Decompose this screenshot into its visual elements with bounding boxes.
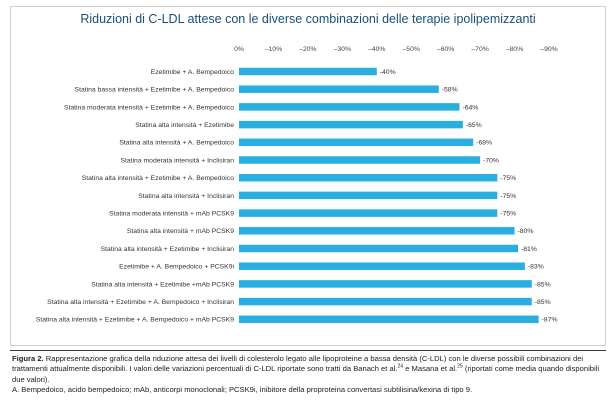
data-label: -87%	[542, 317, 558, 324]
data-label: -83%	[528, 264, 544, 271]
category-label: Ezetimibe + A. Bempedoico	[151, 69, 235, 76]
caption-ref-1: 24	[397, 363, 404, 370]
data-label: -40%	[380, 69, 396, 76]
figure-frame	[10, 6, 606, 346]
category-label: Statina bassa intensità + Ezetimibe + A.…	[75, 87, 235, 94]
x-tick-label: –40%	[368, 46, 385, 53]
bar	[239, 297, 532, 306]
bar	[239, 315, 539, 324]
caption-divider	[10, 350, 606, 351]
bar	[239, 138, 474, 147]
category-label: Statina moderata intensità + Inclisiran	[120, 157, 234, 164]
category-label: Statina alta intensità + mAb PCSK9	[127, 228, 234, 235]
bar	[239, 173, 498, 182]
category-label: Statina alta intensità + Ezetimibe +mAb …	[91, 281, 234, 288]
bar	[239, 67, 377, 76]
caption-lead: Figura 2.	[12, 354, 44, 363]
data-label: -64%	[462, 104, 478, 111]
data-label: -75%	[500, 211, 516, 218]
bar	[239, 191, 498, 200]
category-label: Statina alta intensità + Ezetimibe + A. …	[36, 317, 234, 324]
data-label: -85%	[535, 281, 551, 288]
category-label: Statina alta intensità + A. Bempedoico	[119, 140, 234, 147]
data-label: -85%	[535, 299, 551, 306]
x-tick-label: –10%	[265, 46, 282, 53]
category-label: Statina alta intensità + Ezetimibe	[135, 122, 234, 129]
bar	[239, 103, 460, 111]
caption-text-2: e Masana et al.	[403, 364, 458, 374]
bar	[239, 120, 463, 129]
bar	[239, 209, 498, 217]
category-label: Statina alta intensità + Ezetimibe + A. …	[47, 299, 234, 306]
data-label: -75%	[500, 193, 516, 200]
x-tick-label: –20%	[299, 46, 316, 53]
x-tick-label: –70%	[471, 46, 488, 53]
x-tick-label: –60%	[437, 46, 454, 53]
x-tick-label: –50%	[403, 46, 420, 53]
caption-text-3: (riportati come media quando disponibili…	[12, 364, 600, 384]
x-tick-label: –90%	[540, 46, 557, 53]
category-label: Statina alta intensità + Inclisiran	[138, 193, 234, 200]
data-label: -80%	[518, 228, 534, 235]
caption-abbreviations: A. Bempedoico, acido bempedoico; mAb, an…	[12, 385, 473, 395]
x-tick-label: –80%	[506, 46, 523, 53]
bar	[239, 227, 515, 235]
caption-text-1: Rappresentazione grafica della riduzione…	[12, 354, 584, 374]
bar	[239, 85, 439, 93]
bar	[239, 280, 532, 288]
category-label: Statina moderata intensità + mAb PCSK9	[109, 211, 234, 218]
category-label: Statina moderata intensità + Ezetimibe +…	[64, 104, 234, 111]
figure-caption: Figura 2. Rappresentazione grafica della…	[12, 354, 602, 396]
data-label: -58%	[442, 87, 458, 94]
x-tick-label: 0%	[234, 46, 244, 53]
bar	[239, 156, 481, 164]
caption-ref-2: 25	[457, 363, 463, 370]
data-label: -75%	[500, 175, 516, 182]
data-label: -65%	[466, 122, 482, 129]
category-label: Ezetimibe + A. Bempedoico + PCSK9i	[119, 264, 234, 271]
bar-chart: 0% –10% –20% –30% –40% –50% –60% –70% –80% –90% Ez…	[36, 46, 558, 324]
data-label: -70%	[483, 157, 499, 164]
data-label: -68%	[476, 140, 492, 147]
chart-title: Riduzioni di C-LDL attese con le diverse…	[80, 12, 536, 26]
category-label: Statina alta intensità + Ezetimibe + A. …	[82, 175, 234, 182]
x-tick-label: –30%	[334, 46, 351, 53]
bar	[239, 262, 525, 270]
data-label: -81%	[521, 246, 537, 253]
bar	[239, 244, 518, 253]
category-label: Statina alta intensità + Ezetimibe + Inc…	[101, 246, 235, 253]
